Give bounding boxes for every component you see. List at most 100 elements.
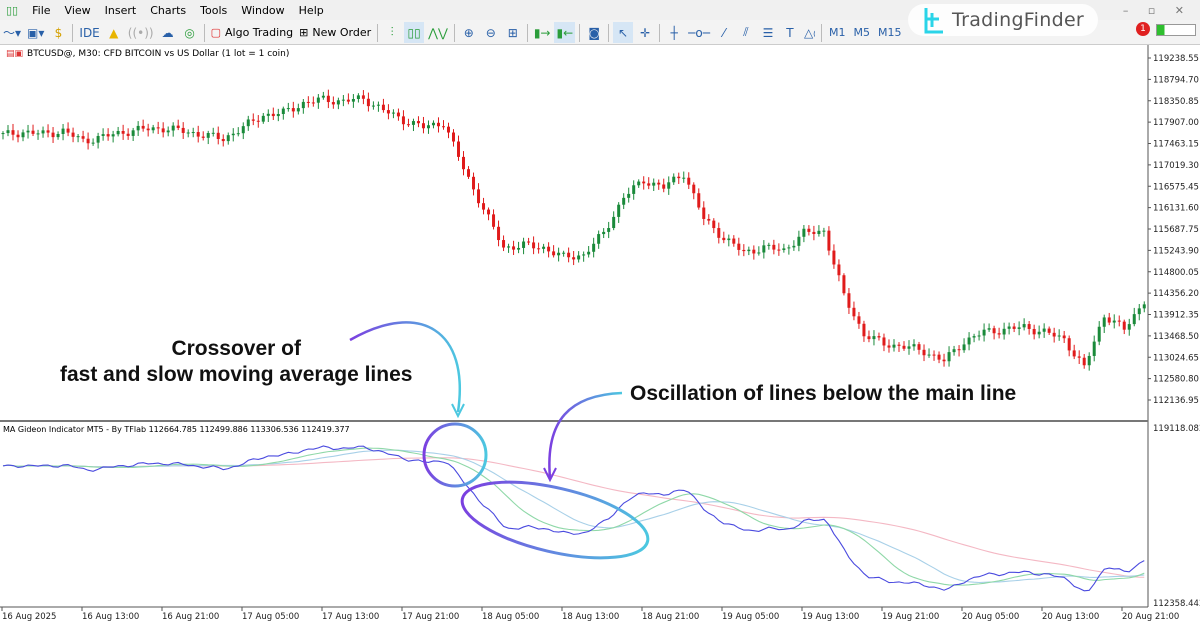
stop-icon: ▢ — [210, 26, 221, 39]
candle — [557, 247, 561, 262]
menu-charts[interactable]: Charts — [150, 3, 187, 17]
new-order-button[interactable]: ⊞ New Order — [297, 22, 373, 43]
candle-body — [401, 116, 405, 125]
candle-body — [882, 337, 886, 346]
candle-body — [1072, 350, 1076, 357]
candle-body — [492, 214, 496, 227]
candle-body — [366, 98, 370, 107]
candle — [396, 108, 400, 121]
candle — [977, 330, 981, 341]
candle — [907, 340, 911, 355]
candle — [391, 109, 395, 119]
menu-insert[interactable]: Insert — [104, 3, 137, 17]
chart-type-icon[interactable]: 〜▾ — [3, 26, 22, 40]
market-bag-icon[interactable]: ▲ — [109, 25, 119, 40]
channel-icon[interactable]: ⫽ — [743, 25, 749, 39]
candle-body — [386, 110, 390, 114]
chart-area[interactable]: 119238.55 118794.70 118350.85 117907.00 1174… — [0, 45, 1200, 623]
signals-icon[interactable]: ((•)) — [127, 25, 154, 40]
ide-button[interactable]: IDE — [79, 25, 100, 40]
candle-body — [967, 337, 971, 345]
candle — [672, 173, 676, 185]
candle — [467, 166, 471, 179]
candle-body — [151, 127, 155, 131]
candle-body — [552, 251, 556, 256]
fibonacci-icon[interactable]: ☰ — [762, 25, 774, 40]
candle — [1102, 314, 1106, 333]
candle — [436, 117, 440, 133]
menu-help[interactable]: Help — [298, 3, 324, 17]
templates-icon[interactable]: ▣▾ — [27, 25, 45, 40]
candle — [1037, 325, 1041, 339]
line-chart-icon[interactable]: ⋀⋁ — [428, 25, 448, 40]
candle — [497, 220, 501, 247]
candle-body — [176, 125, 180, 128]
chart-title-text: BTCUSD@, M30: CFD BITCOIN vs US Dollar (… — [27, 49, 290, 59]
candle-body — [857, 316, 861, 324]
menu-file[interactable]: File — [32, 3, 51, 17]
vps-icon[interactable]: ◎ — [184, 25, 195, 40]
time-tick-label: 17 Aug 13:00 — [322, 612, 379, 622]
shapes-icon[interactable]: △○▾ — [803, 25, 815, 40]
price-tick-label: 116131.60 — [1153, 204, 1199, 214]
candle — [446, 122, 450, 139]
candle-body — [707, 218, 711, 221]
candle-body — [482, 203, 486, 210]
algo-trading-button[interactable]: ▢ Algo Trading — [209, 22, 296, 43]
candle — [1077, 350, 1081, 364]
grid-icon[interactable]: ⊞ — [507, 25, 518, 40]
candle — [737, 237, 741, 256]
candle — [96, 132, 100, 149]
dollar-icon[interactable]: $ — [54, 25, 63, 40]
candle-body — [371, 105, 375, 107]
vertical-line-icon[interactable]: ┼ — [670, 25, 678, 40]
crossover-circle — [422, 422, 488, 488]
zoom-in-icon[interactable]: ⊕ — [463, 25, 474, 40]
candle — [882, 333, 886, 352]
candle — [136, 121, 140, 136]
timeframe-m15[interactable]: M15 — [878, 26, 902, 39]
candle — [361, 90, 365, 105]
candle — [697, 188, 701, 210]
candle — [196, 125, 200, 143]
candle — [266, 109, 270, 123]
zoom-out-icon[interactable]: ⊖ — [485, 25, 496, 40]
menu-tools[interactable]: Tools — [200, 3, 228, 17]
candle — [732, 235, 736, 247]
text-icon[interactable]: T — [786, 25, 794, 40]
candle — [381, 98, 385, 113]
menu-window[interactable]: Window — [241, 3, 285, 17]
cloud-icon[interactable]: ☁ — [161, 25, 174, 40]
candle-body — [1062, 335, 1066, 339]
candle — [91, 138, 95, 146]
timeframe-m5[interactable]: M5 — [853, 26, 871, 39]
candle-body — [522, 241, 526, 248]
cursor-icon[interactable]: ↖ — [613, 22, 634, 43]
candle — [477, 183, 481, 208]
candle — [972, 333, 976, 343]
candle — [246, 115, 250, 131]
candle-body — [852, 307, 856, 317]
crossover-arrow — [349, 321, 461, 413]
candle-body — [396, 112, 400, 117]
menu-view[interactable]: View — [64, 3, 91, 17]
candle-body — [306, 101, 310, 103]
notification-badge[interactable]: 1 — [1136, 22, 1150, 36]
divider — [377, 23, 379, 42]
screenshot-icon[interactable]: ◙ — [588, 25, 600, 40]
bar-chart-icon[interactable]: ⫶ — [390, 25, 394, 39]
window-controls[interactable]: – ▫ ✕ — [1122, 4, 1192, 17]
price-tick-label: 113468.50 — [1153, 332, 1199, 342]
horizontal-line-icon[interactable]: ─o─ — [688, 25, 710, 40]
trendline-icon[interactable]: ⁄ — [722, 25, 725, 40]
autoscroll-icon[interactable]: ▮→ — [533, 25, 551, 40]
timeframe-m1[interactable]: M1 — [829, 26, 846, 39]
crosshair-icon[interactable]: ✛ — [640, 25, 651, 40]
candle — [1042, 323, 1046, 338]
oscillation-ellipse — [460, 480, 650, 560]
time-tick-label: 16 Aug 21:00 — [162, 612, 219, 622]
candle-body — [697, 193, 701, 208]
candle-body — [96, 135, 100, 143]
candlestick-icon[interactable]: ▯▯ — [404, 22, 425, 43]
chart-shift-icon[interactable]: ▮← — [554, 22, 576, 43]
